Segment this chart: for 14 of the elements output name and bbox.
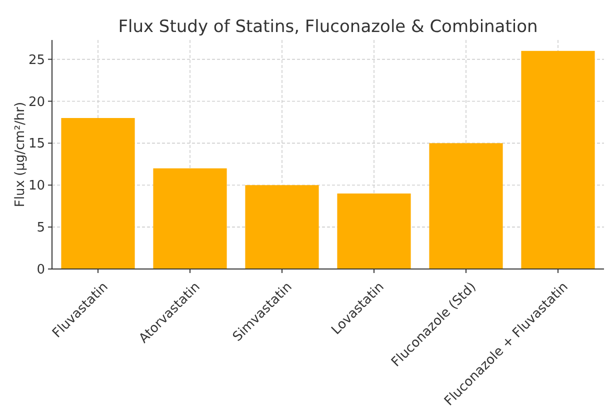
bar [61, 118, 135, 269]
bar [153, 168, 227, 269]
y-tick-label: 25 [28, 52, 45, 68]
y-axis-title: Flux (µg/cm²/hr) [13, 102, 28, 208]
y-tick-label: 10 [28, 178, 45, 194]
bar [337, 194, 411, 269]
y-tick-label: 15 [28, 136, 45, 152]
bar [521, 50, 595, 269]
chart-title: Flux Study of Statins, Fluconazole & Combination [118, 17, 538, 37]
bar [245, 185, 319, 269]
y-tick-label: 5 [36, 220, 45, 236]
y-tick-label: 20 [28, 94, 45, 110]
bar [429, 143, 503, 269]
y-tick-label: 0 [36, 262, 45, 278]
